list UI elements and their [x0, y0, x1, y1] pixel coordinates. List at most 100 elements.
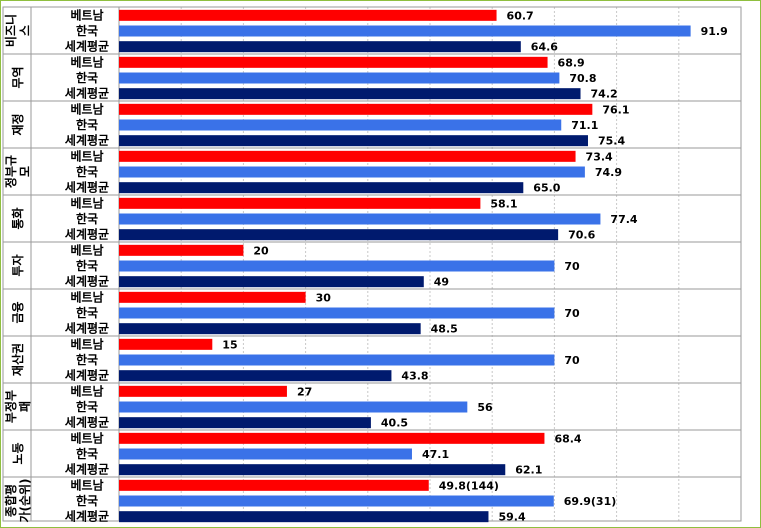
series-label: 세계평균: [65, 321, 109, 336]
bar: [119, 448, 412, 460]
bar: [119, 323, 421, 335]
category-label: 정부규모: [3, 155, 32, 188]
series-label: 세계평균: [65, 227, 109, 242]
bar: [119, 370, 392, 382]
series-label: 베트남: [70, 54, 103, 69]
series-label: 베트남: [70, 101, 103, 116]
series-label: 한국: [76, 258, 98, 273]
bar: [119, 495, 554, 507]
bar: [119, 41, 521, 53]
category-label: 부정부패: [3, 390, 32, 423]
category-label-line: 패: [18, 401, 32, 412]
bar: [119, 25, 691, 37]
data-label: 60.7: [507, 9, 534, 22]
series-label: 한국: [76, 164, 98, 179]
data-label: 70: [564, 307, 580, 320]
data-label: 74.2: [591, 88, 618, 101]
category-label-line: 부정부: [3, 390, 18, 423]
bar: [119, 88, 581, 100]
bar: [119, 135, 588, 147]
series-label: 한국: [76, 117, 98, 132]
category-label: 종합평가(순위): [3, 478, 32, 522]
category-label-line: 정부규: [3, 155, 18, 188]
series-label: 세계평균: [65, 462, 109, 477]
series-label: 세계평균: [65, 86, 109, 101]
bar: [119, 182, 524, 194]
category-label: 금융: [10, 301, 25, 323]
series-label: 베트남: [70, 148, 103, 163]
data-label: 70.6: [568, 229, 595, 242]
data-label: 77.4: [610, 213, 637, 226]
data-label: 71.1: [571, 119, 598, 132]
category-label-line: 투자: [10, 254, 25, 276]
bar: [119, 354, 555, 366]
series-label: 베트남: [70, 383, 103, 398]
bar: [119, 276, 424, 288]
category-label: 비즈니스: [3, 14, 32, 47]
series-label: 세계평균: [65, 39, 109, 54]
bar: [119, 401, 468, 413]
category-label-line: 종합평: [3, 484, 18, 517]
data-label: 70: [564, 354, 580, 367]
bar: [119, 197, 481, 209]
category-label-line: 금융: [10, 301, 25, 323]
data-label: 40.5: [381, 417, 408, 430]
category-label-line: 통화: [10, 207, 25, 229]
series-label: 세계평균: [65, 368, 109, 383]
bar: [119, 9, 497, 21]
series-label: 한국: [76, 399, 98, 414]
data-label: 76.1: [602, 103, 629, 116]
category-label: 재정: [10, 113, 25, 135]
bar: [119, 291, 306, 303]
bar: [119, 432, 545, 444]
data-label: 20: [253, 244, 269, 257]
series-label: 세계평균: [65, 133, 109, 148]
series-label: 베트남: [70, 289, 103, 304]
series-label: 베트남: [70, 477, 103, 492]
data-label: 68.4: [554, 432, 581, 445]
series-label: 한국: [76, 23, 98, 38]
category-label-line: 모: [18, 166, 32, 177]
category-label-line: 가(순위): [17, 478, 32, 522]
data-label: 49.8(144): [439, 479, 499, 492]
series-label: 베트남: [70, 7, 103, 22]
bar: [119, 479, 429, 491]
category-label-line: 재정: [10, 113, 25, 135]
bar: [119, 464, 506, 476]
bar: [119, 56, 548, 68]
data-label: 58.1: [490, 197, 517, 210]
series-label: 베트남: [70, 336, 103, 351]
data-label: 43.8: [401, 370, 428, 383]
category-label: 무역: [10, 66, 25, 88]
category-label-line: 노동: [11, 442, 25, 464]
bar: [119, 511, 489, 523]
data-label: 49: [434, 276, 449, 289]
data-label: 70: [564, 260, 580, 273]
data-label: 56: [477, 401, 493, 414]
series-label: 한국: [76, 305, 98, 320]
data-label: 30: [316, 291, 332, 304]
series-label: 세계평균: [65, 509, 109, 524]
data-label: 59.4: [498, 511, 525, 524]
series-label: 세계평균: [65, 415, 109, 430]
category-label-line: 무역: [10, 66, 25, 88]
series-label: 한국: [76, 352, 98, 367]
bar: [119, 260, 555, 272]
bar: [119, 166, 585, 178]
category-label: 재산권: [10, 343, 25, 376]
bar: [119, 119, 562, 131]
data-label: 27: [297, 385, 312, 398]
series-label: 한국: [76, 446, 98, 461]
data-label: 70.8: [569, 72, 596, 85]
bar: [119, 307, 555, 319]
data-label: 75.4: [598, 135, 625, 148]
data-label: 15: [222, 338, 237, 351]
series-label: 한국: [76, 211, 98, 226]
bar: [119, 385, 287, 397]
category-label-line: 비즈니: [3, 14, 18, 47]
bar: [119, 213, 601, 225]
bar: [119, 72, 560, 84]
data-label: 73.4: [586, 150, 613, 163]
